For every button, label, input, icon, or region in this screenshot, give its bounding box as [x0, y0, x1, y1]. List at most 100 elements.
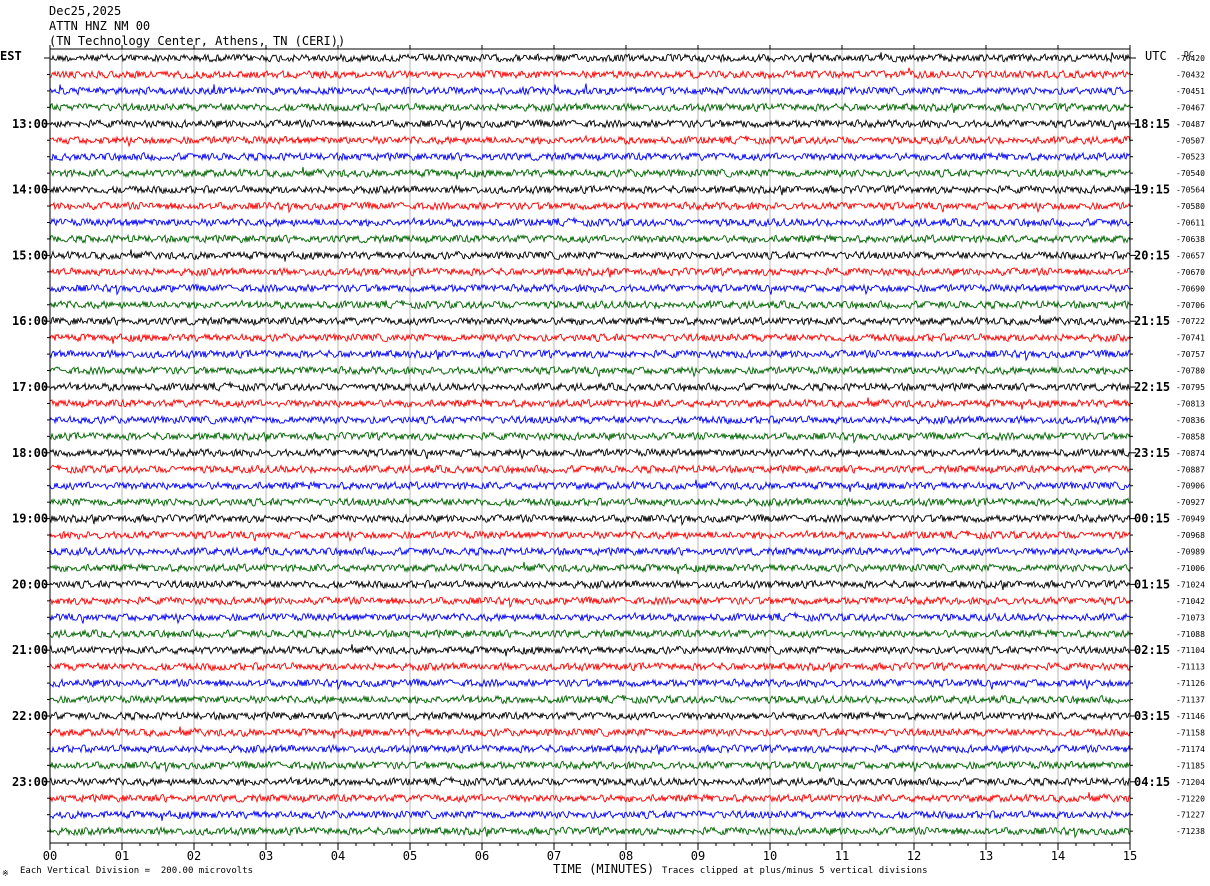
left-hour-label: 20:00 — [12, 577, 48, 591]
seismic-trace — [49, 315, 1131, 327]
dc-offset-label: -71088 — [1176, 630, 1205, 639]
right-hour-label: 02:15 — [1134, 643, 1170, 657]
left-hour-label: 21:00 — [12, 643, 48, 657]
footer-corner-mark: ※ — [2, 869, 9, 878]
dc-offset-label: -71006 — [1176, 564, 1205, 573]
seismic-trace — [49, 710, 1131, 722]
right-hour-label: 00:15 — [1134, 512, 1170, 526]
dc-offset-label: -70523 — [1176, 153, 1205, 162]
dc-offset-label: -70813 — [1176, 399, 1205, 408]
x-tick-label: 11 — [835, 849, 849, 863]
seismic-trace — [49, 529, 1131, 543]
dc-offset-label: -70887 — [1176, 465, 1205, 474]
dc-offset-label: -71104 — [1176, 646, 1205, 655]
seismic-trace — [49, 809, 1131, 821]
left-timezone-label: EST — [0, 49, 22, 63]
seismic-trace — [49, 479, 1131, 492]
dc-offset-label: -71073 — [1176, 613, 1205, 622]
seismic-trace — [49, 332, 1131, 344]
channel-code: ATTN HNZ NM 00 — [49, 19, 151, 33]
seismic-trace — [49, 644, 1131, 657]
right-hour-label: 19:15 — [1134, 183, 1170, 197]
seismic-trace — [49, 628, 1131, 640]
seismic-trace — [49, 283, 1131, 296]
seismic-trace — [49, 464, 1131, 475]
left-hour-label: 14:00 — [12, 183, 48, 197]
right-hour-label: 21:15 — [1134, 314, 1170, 328]
dc-offset-label: -70722 — [1176, 317, 1205, 326]
dc-offset-label: -70467 — [1176, 103, 1205, 112]
dc-offset-label: -70638 — [1176, 235, 1205, 244]
seismic-trace — [49, 249, 1131, 262]
right-hour-label: 04:15 — [1134, 775, 1170, 789]
axis-labels: 00 01 02 03 04 05 06 07 08 09 10 11 12 13 14 15 EST UTC DC… — [0, 49, 1205, 863]
dc-offset-label: -70780 — [1176, 367, 1205, 376]
dc-offset-label: -70487 — [1176, 120, 1205, 129]
dc-offset-label: -70451 — [1176, 87, 1205, 96]
seismic-trace — [49, 561, 1131, 575]
seismic-trace — [49, 513, 1131, 526]
seismic-trace — [49, 775, 1131, 788]
x-tick-label: 15 — [1123, 849, 1137, 863]
left-hour-label: 13:00 — [12, 117, 48, 131]
dc-offset-label: -71185 — [1176, 761, 1205, 770]
seismic-trace — [49, 216, 1131, 228]
x-tick-label: 04 — [331, 849, 345, 863]
dc-offset-label: -71238 — [1176, 827, 1205, 836]
dc-offset-label: -70580 — [1176, 202, 1205, 211]
x-tick-label: 12 — [907, 849, 921, 863]
dc-offset-label: -71204 — [1176, 778, 1205, 787]
seismic-trace — [49, 348, 1131, 362]
dc-offset-label: -70507 — [1176, 136, 1205, 145]
x-tick-label: 00 — [43, 849, 57, 863]
dc-offset-label: -70989 — [1176, 548, 1205, 557]
seismic-trace — [49, 266, 1131, 278]
clip-note: Traces clipped at plus/minus 5 vertical … — [662, 866, 928, 876]
x-tick-label: 01 — [115, 849, 129, 863]
seismic-trace — [49, 693, 1131, 705]
x-tick-label: 03 — [259, 849, 273, 863]
seismic-trace — [49, 497, 1131, 508]
dc-offset-label: -70858 — [1176, 432, 1205, 441]
dc-offset-label: -70927 — [1176, 498, 1205, 507]
dc-header-label: DC — [1184, 50, 1194, 59]
dc-offset-label: -70949 — [1176, 515, 1205, 524]
seismic-trace — [49, 365, 1131, 378]
seismic-trace — [49, 184, 1131, 196]
dc-offset-label: -70968 — [1176, 531, 1205, 540]
seismic-trace — [49, 118, 1131, 132]
x-tick-label: 13 — [979, 849, 993, 863]
seismic-trace — [49, 611, 1131, 625]
dc-offset-label: -71227 — [1176, 811, 1205, 820]
dc-offset-label: -70706 — [1176, 301, 1205, 310]
left-hour-label: 18:00 — [12, 446, 48, 460]
x-tick-label: 14 — [1051, 849, 1065, 863]
chart-date: Dec25,2025 — [49, 4, 122, 18]
seismic-trace — [49, 134, 1131, 148]
dc-offset-label: -70564 — [1176, 186, 1205, 195]
dc-offset-label: -70906 — [1176, 482, 1205, 491]
seismic-trace — [49, 102, 1131, 113]
seismic-trace — [49, 414, 1131, 426]
dc-offset-label: -71126 — [1176, 679, 1205, 688]
x-tick-label: 09 — [691, 849, 705, 863]
seismic-traces — [49, 52, 1131, 839]
seismic-trace — [50, 52, 1131, 64]
right-timezone-label: UTC — [1145, 49, 1167, 63]
left-hour-label: 15:00 — [12, 248, 48, 262]
right-hour-label: 01:15 — [1134, 577, 1170, 591]
seismic-trace — [49, 677, 1131, 691]
dc-offset-label: -71024 — [1176, 580, 1205, 589]
dc-offset-label: -71137 — [1176, 696, 1205, 705]
x-tick-label: 05 — [403, 849, 417, 863]
dc-offset-label: -70690 — [1176, 284, 1205, 293]
dc-offset-label: -70670 — [1176, 268, 1205, 277]
seismic-trace — [49, 67, 1131, 80]
dc-offset-label: -71146 — [1176, 712, 1205, 721]
left-hour-label: 16:00 — [12, 314, 48, 328]
dc-offset-label: -71174 — [1176, 745, 1205, 754]
seismic-trace — [49, 233, 1131, 245]
dc-offset-label: -70741 — [1176, 334, 1205, 343]
left-hour-label: 22:00 — [12, 709, 48, 723]
